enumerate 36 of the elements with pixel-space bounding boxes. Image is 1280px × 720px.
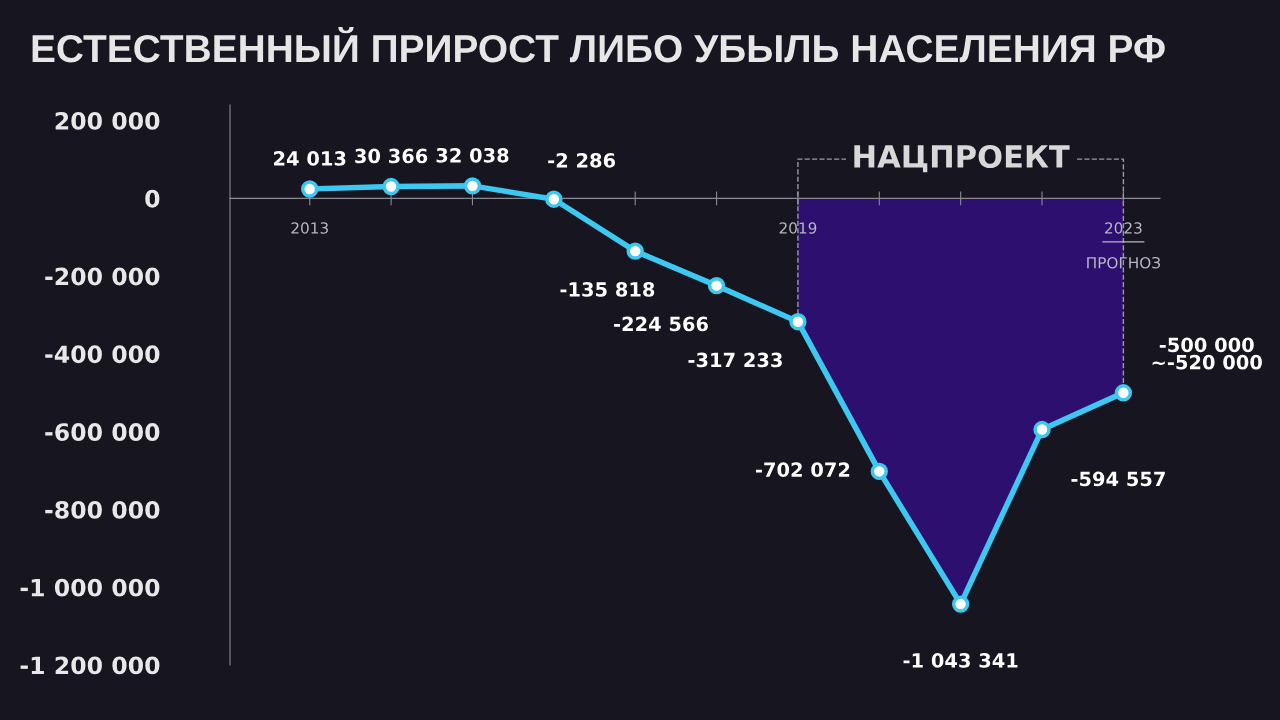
point (789, 313, 807, 331)
y-tick-label: 200 000 (55, 112, 160, 130)
y-tick-label: -1 200 000 (20, 656, 160, 675)
y-tick-label: -800 000 (45, 500, 160, 519)
y-tick-label: -600 000 (45, 423, 160, 441)
band-label: НАЦПРОЕКТ (854, 144, 1070, 173)
point (1033, 420, 1051, 439)
point (1114, 384, 1133, 402)
data-label: -702 072 (755, 462, 850, 477)
data-label: -135 818 (560, 282, 655, 297)
data-label: -1 043 341 (903, 653, 1018, 668)
y-tick-label: -1 000 000 (20, 578, 160, 597)
point (626, 242, 644, 260)
data-label: -2 286 (548, 152, 616, 168)
y-tick-label: -200 000 (45, 267, 160, 286)
point (951, 595, 970, 613)
x-tick-label: 2013 (291, 222, 328, 234)
point (463, 177, 482, 195)
data-label: 32 038 (436, 147, 509, 163)
data-label: -224 566 (614, 316, 708, 332)
data-label: -594 557 (1071, 471, 1165, 487)
point (870, 462, 888, 481)
annotation: ПРОГНОЗ (1087, 256, 1161, 269)
data-label: -500 000 ~-520 000 (1152, 337, 1262, 370)
x-tick-label: 2019 (779, 222, 817, 234)
point (707, 276, 726, 295)
y-tick-label: -400 000 (45, 345, 160, 364)
data-label: 24 013 (274, 151, 346, 166)
y-tick-label: 0 (145, 189, 160, 208)
point (545, 190, 563, 208)
point (301, 180, 319, 198)
x-tick-label: 2023 (1105, 222, 1142, 234)
data-label: 30 366 (355, 148, 428, 164)
chart-title: ЕСТЕСТВЕННЫЙ ПРИРОСТ ЛИБО УБЫЛЬ НАСЕЛЕНИЯ РФ (32, 26, 1165, 63)
data-label: -317 233 (688, 352, 782, 368)
point (382, 177, 400, 196)
